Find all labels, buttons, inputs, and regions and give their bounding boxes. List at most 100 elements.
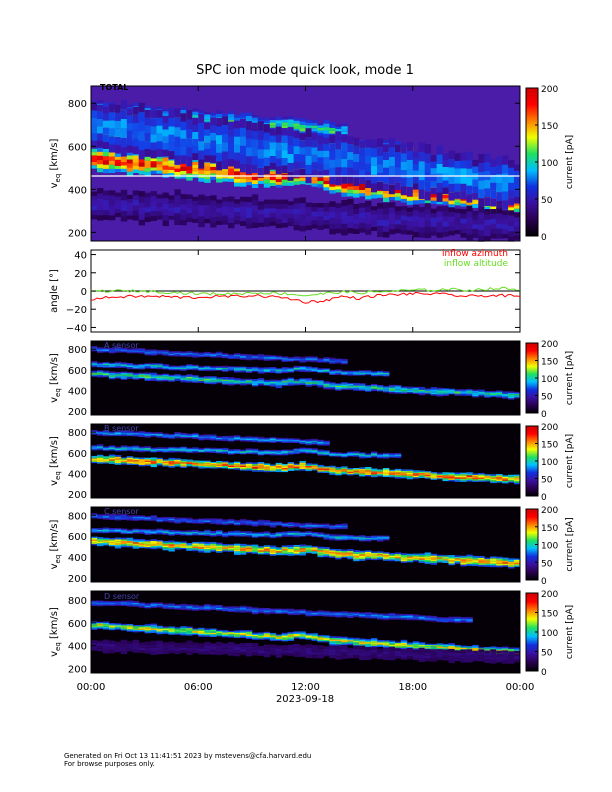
heatmap-cell [91,458,98,460]
heatmap-cell [144,449,151,451]
colorbar-tick-label: 50 [541,559,553,569]
heatmap-cell [144,378,151,380]
heatmap-cell [108,168,116,173]
heatmap-cell [454,202,461,206]
heatmap-cell [216,368,223,370]
heatmap-cell [329,385,336,388]
heatmap-cell [335,536,342,538]
heatmap-cell [257,372,265,374]
heatmap-cell [174,521,181,523]
heatmap-cell [245,439,253,441]
heatmap-cell [275,368,283,370]
heatmap-cell [454,472,461,475]
heatmap-cell [406,196,414,201]
heatmap-cell [132,190,140,196]
heatmap-cell [180,450,187,452]
heatmap-cell [234,436,241,438]
heatmap-cell [323,452,330,454]
heatmap-cell [162,352,169,354]
series-line-inflow-altitude [90,286,521,297]
heatmap-cell [174,379,181,381]
heatmap-cell [97,111,104,119]
heatmap-cell [341,538,348,540]
heatmap-cell [514,479,521,482]
heatmap-cell [156,215,163,220]
heatmap-cell [281,526,289,528]
colorbar-tick-label: 0 [541,493,547,503]
heatmap-cell [305,523,312,525]
heatmap-cell [102,449,110,451]
heatmap-cell [418,553,426,556]
heatmap-cell [484,236,491,242]
heatmap-cell [91,165,98,169]
heatmap-cell [108,351,116,353]
heatmap-cell [311,203,318,208]
heatmap-cell [234,371,241,373]
heatmap-cell [305,359,312,360]
heatmap-cell [216,208,223,213]
heatmap-cell [281,441,289,443]
heatmap-cell [108,112,116,121]
heatmap-cell [365,370,372,372]
heatmap-cell [359,141,366,149]
heatmap-cell [263,370,271,371]
heatmap-cell [257,355,265,357]
heatmap-cell [293,534,300,536]
heatmap-cell [490,563,497,566]
heatmap-cell [418,391,426,393]
heatmap-cell [460,477,467,479]
heatmap-cell [192,165,199,169]
heatmap-cell [234,354,241,356]
heatmap-cell [305,532,312,533]
heatmap-cell [406,386,414,388]
heatmap-cell [192,519,199,521]
heatmap-cell [412,164,420,171]
heatmap-cell [102,516,110,518]
heatmap-cell [341,134,348,143]
heatmap-cell [234,522,241,524]
heatmap-cell [251,468,259,471]
heatmap-cell [514,217,521,222]
heatmap-cell [287,369,294,371]
heatmap-cell [222,447,229,449]
heatmap-cell [97,532,104,534]
heatmap-cell [251,205,259,212]
heatmap-cell [97,457,104,460]
heatmap-cell [514,477,521,480]
heatmap-cell [400,210,408,216]
heatmap-cell [377,555,384,557]
heatmap-cell [502,155,509,165]
heatmap-cell [198,369,205,371]
heatmap-cell [251,453,259,455]
heatmap-cell [120,514,128,516]
heatmap-cell [240,371,247,373]
heatmap-cell [478,235,485,242]
heatmap-cell [126,349,134,351]
heatmap-cell [442,472,449,474]
heatmap-cell [174,533,181,535]
heatmap-cell [460,232,467,238]
heatmap-cell [102,513,110,515]
heatmap-cell [245,116,253,120]
heatmap-cell [287,523,294,525]
heatmap-cell [168,461,175,463]
heatmap-cell [186,464,193,466]
heatmap-cell [257,367,265,369]
heatmap-cell [430,161,437,169]
heatmap-cell [341,473,348,475]
heatmap-cell [478,474,485,476]
heatmap-cell [341,388,348,390]
heatmap-cell [466,554,473,557]
heatmap-cell [299,449,306,451]
y-axis-label-v: v [49,480,60,486]
heatmap-cell [174,378,181,380]
heatmap-cell [228,535,235,537]
heatmap-cell [424,208,432,215]
heatmap-cell [508,478,515,481]
heatmap-cell [150,530,157,532]
heatmap-cell [430,200,437,205]
heatmap-cell [353,373,360,375]
heatmap-cell [138,540,146,542]
heatmap-cell [299,524,306,526]
heatmap-cell [114,446,122,448]
